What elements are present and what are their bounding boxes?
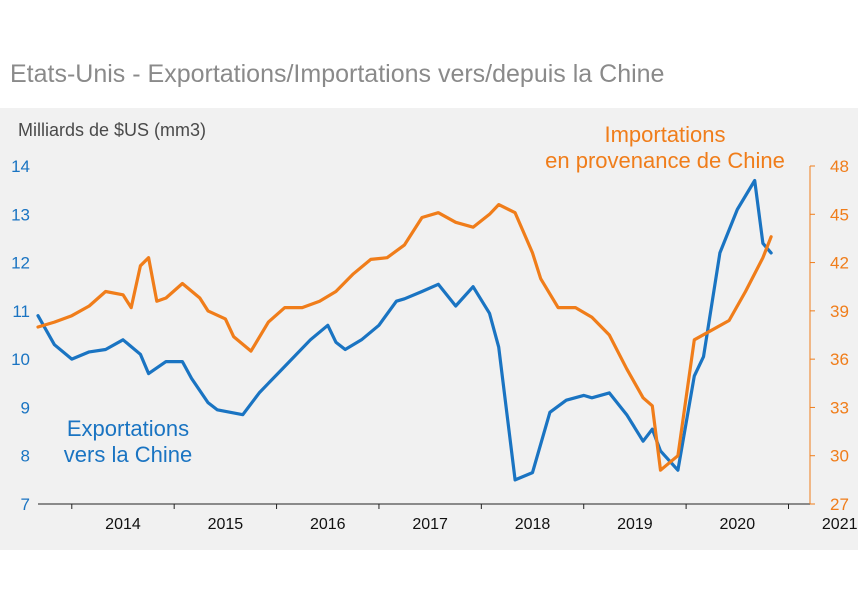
y-left-tick-12: 12 <box>11 254 30 273</box>
y-right-tick-33: 33 <box>830 398 849 417</box>
x-tick-2016: 2016 <box>310 516 346 533</box>
x-tick-2019: 2019 <box>617 516 653 533</box>
x-tick-2020: 2020 <box>720 516 756 533</box>
x-tick-2014: 2014 <box>105 516 141 533</box>
x-tick-2018: 2018 <box>515 516 551 533</box>
y-left-tick-11: 11 <box>12 302 30 321</box>
y-axis-left-label: Milliards de $US (mm3) <box>18 120 207 140</box>
y-right-tick-48: 48 <box>830 157 849 176</box>
y-right-tick-30: 30 <box>830 447 849 466</box>
x-tick-2015: 2015 <box>208 516 244 533</box>
chart-title: Etats-Unis - Exportations/Importations v… <box>10 60 665 88</box>
y-right-tick-39: 39 <box>830 302 849 321</box>
series-label-imports-line1: Importations <box>604 122 726 147</box>
x-tick-2017: 2017 <box>412 516 448 533</box>
y-left-tick-10: 10 <box>11 350 30 369</box>
y-left-tick-7: 7 <box>21 495 30 514</box>
y-left-tick-9: 9 <box>21 398 30 417</box>
series-label-exports-line1: Exportations <box>66 416 190 441</box>
y-right-tick-42: 42 <box>830 254 849 273</box>
y-left-tick-14: 14 <box>11 157 30 176</box>
y-right-tick-45: 45 <box>830 205 849 224</box>
y-left-tick-13: 13 <box>11 205 30 224</box>
series-label-imports-line2: en provenance de Chine <box>545 148 785 173</box>
series-label-exports-line2: vers la Chine <box>63 442 193 467</box>
series-line-imports <box>36 203 773 472</box>
x-tick-2021: 2021 <box>822 516 858 533</box>
y-left-tick-8: 8 <box>21 447 30 466</box>
y-right-tick-27: 27 <box>830 495 849 514</box>
series-label-imports: Importations en provenance de Chine <box>510 122 820 174</box>
y-right-tick-36: 36 <box>830 350 849 369</box>
series-label-exports: Exportations vers la Chine <box>42 416 214 468</box>
